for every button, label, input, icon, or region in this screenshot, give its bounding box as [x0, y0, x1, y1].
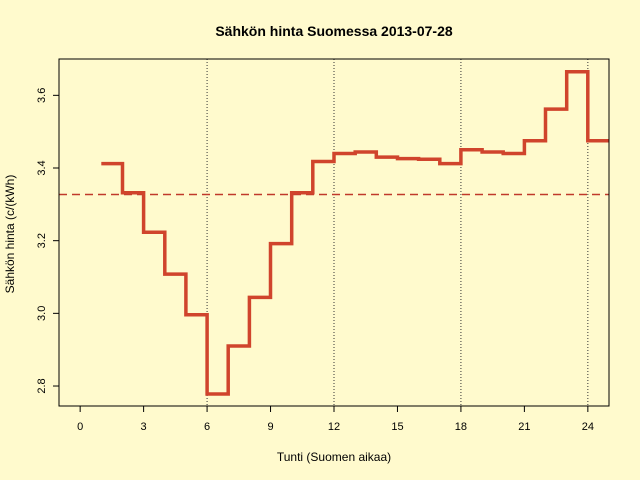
x-tick-label-6: 6 — [204, 421, 210, 433]
y-axis: 2.8 3.0 3.2 3.4 3.6 — [36, 88, 59, 394]
x-tick-label-3: 3 — [141, 421, 147, 433]
grid — [206, 59, 589, 406]
y-tick-label-3.2: 3.2 — [36, 233, 48, 248]
chart-title: Sähkön hinta Suomessa 2013-07-28 — [215, 23, 453, 39]
x-tick-label-18: 18 — [455, 421, 467, 433]
y-tick-label-3.0: 3.0 — [36, 306, 48, 321]
x-tick-label-0: 0 — [77, 421, 83, 433]
x-axis: 0 3 6 9 12 15 18 21 24 — [77, 406, 594, 433]
x-tick-label-24: 24 — [582, 421, 594, 433]
y-axis-label: Sähkön hinta (c/(kWh) — [3, 175, 17, 294]
price-series-line — [101, 69, 609, 396]
y-tick-label-2.8: 2.8 — [36, 378, 48, 393]
y-tick-label-3.6: 3.6 — [36, 88, 48, 103]
y-tick-label-3.4: 3.4 — [36, 160, 48, 175]
x-tick-label-12: 12 — [328, 421, 340, 433]
x-tick-label-9: 9 — [267, 421, 273, 433]
x-tick-label-15: 15 — [391, 421, 403, 433]
x-axis-label: Tunti (Suomen aikaa) — [277, 450, 391, 464]
x-tick-label-21: 21 — [518, 421, 530, 433]
